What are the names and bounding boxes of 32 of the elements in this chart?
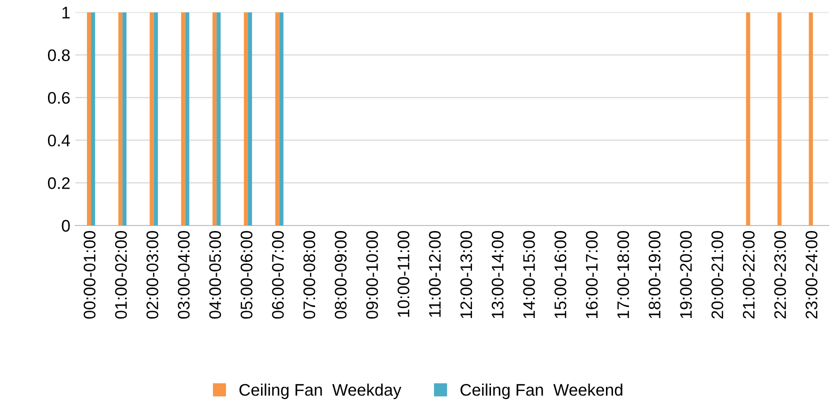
x-tick-label: 21:00-22:00	[742, 231, 755, 318]
x-tick-label: 00:00-01:00	[84, 231, 96, 319]
x-tick-label: 08:00-09:00	[334, 231, 347, 319]
x-tick-label: 15:00-16:00	[554, 231, 566, 318]
x-tick-label: 23:00-24:00	[806, 231, 818, 318]
x-tick-label: 22:00-23:00	[774, 231, 786, 318]
x-tick-label: 04:00-05:00	[209, 231, 222, 319]
x-tick-label: 09:00-10:00	[366, 231, 378, 319]
y-tick-label: 0.6	[48, 92, 70, 104]
x-tick-label: 19:00-20:00	[680, 231, 692, 318]
x-tick-label: 10:00-11:00	[398, 231, 410, 317]
legend-label: Ceiling Fan Weekday	[239, 384, 402, 400]
x-tick-label: 17:00-18:00	[617, 231, 630, 318]
y-tick-label: 1	[62, 6, 70, 18]
x-tick-label: 13:00-14:00	[492, 231, 504, 318]
x-tick-label: 06:00-07:00	[272, 231, 284, 319]
legend-label: Ceiling Fan Weekend	[460, 384, 622, 400]
y-tick-label: 0.4	[48, 134, 70, 146]
x-tick-label: 11:00-12:00	[428, 231, 441, 317]
x-tick-label: 14:00-15:00	[523, 231, 535, 318]
x-tick-label: 03:00-04:00	[178, 231, 190, 319]
x-tick-label: 02:00-03:00	[146, 231, 158, 319]
x-tick-label: 16:00-17:00	[586, 231, 598, 318]
y-tick-label: 0.8	[48, 49, 70, 62]
x-tick-label: 18:00-19:00	[648, 231, 660, 318]
x-tick-label: 07:00-08:00	[303, 231, 316, 319]
x-tick-label: 01:00-02:00	[115, 231, 127, 319]
y-tick-label: 0	[62, 220, 70, 232]
x-tick-label: 20:00-21:00	[711, 231, 724, 318]
y-tick-label: 0.2	[48, 177, 70, 190]
x-tick-label: 12:00-13:00	[460, 231, 472, 318]
x-tick-label: 05:00-06:00	[240, 231, 252, 319]
